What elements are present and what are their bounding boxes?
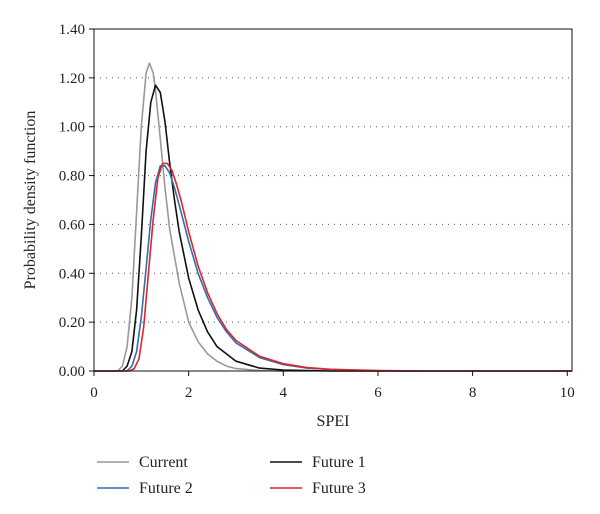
x-tick-label: 8: [469, 385, 477, 401]
legend: Current Future 1 Future 2 Future 3: [97, 454, 366, 497]
y-tick-label: 0.80: [59, 169, 85, 185]
y-tick-label: 1.00: [59, 120, 85, 136]
y-tick-label: 1.40: [59, 22, 85, 38]
y-tick-label: 0.20: [59, 315, 85, 331]
series-layer: [94, 62, 572, 372]
y-axis-title: Probability density function: [22, 111, 39, 290]
plot-area-frame: [93, 28, 573, 372]
x-tick-label: 4: [280, 385, 288, 401]
series-line-future-3: [94, 162, 572, 372]
y-tick-label: 0.40: [59, 266, 85, 282]
series-line-current: [94, 62, 572, 372]
legend-label: Future 3: [312, 480, 366, 497]
x-tick-label: 0: [90, 385, 98, 401]
legend-label: Future 2: [139, 480, 193, 497]
series-line-future-1: [94, 84, 572, 372]
x-tick-label: 2: [185, 385, 193, 401]
y-tick-label: 0.00: [59, 364, 85, 380]
y-tick-label: 1.20: [59, 71, 85, 87]
x-axis-title: SPEI: [317, 413, 350, 430]
x-axis-ticks: 0 2 4 6 8 10: [90, 371, 575, 401]
legend-label: Future 1: [312, 454, 366, 471]
x-tick-label: 6: [374, 385, 382, 401]
x-tick-label: 10: [560, 385, 575, 401]
legend-label: Current: [139, 454, 188, 471]
y-tick-label: 0.60: [59, 217, 85, 233]
y-axis-ticks: 0.00 0.20 0.40 0.60 0.80 1.00 1.20 1.40: [59, 22, 94, 380]
